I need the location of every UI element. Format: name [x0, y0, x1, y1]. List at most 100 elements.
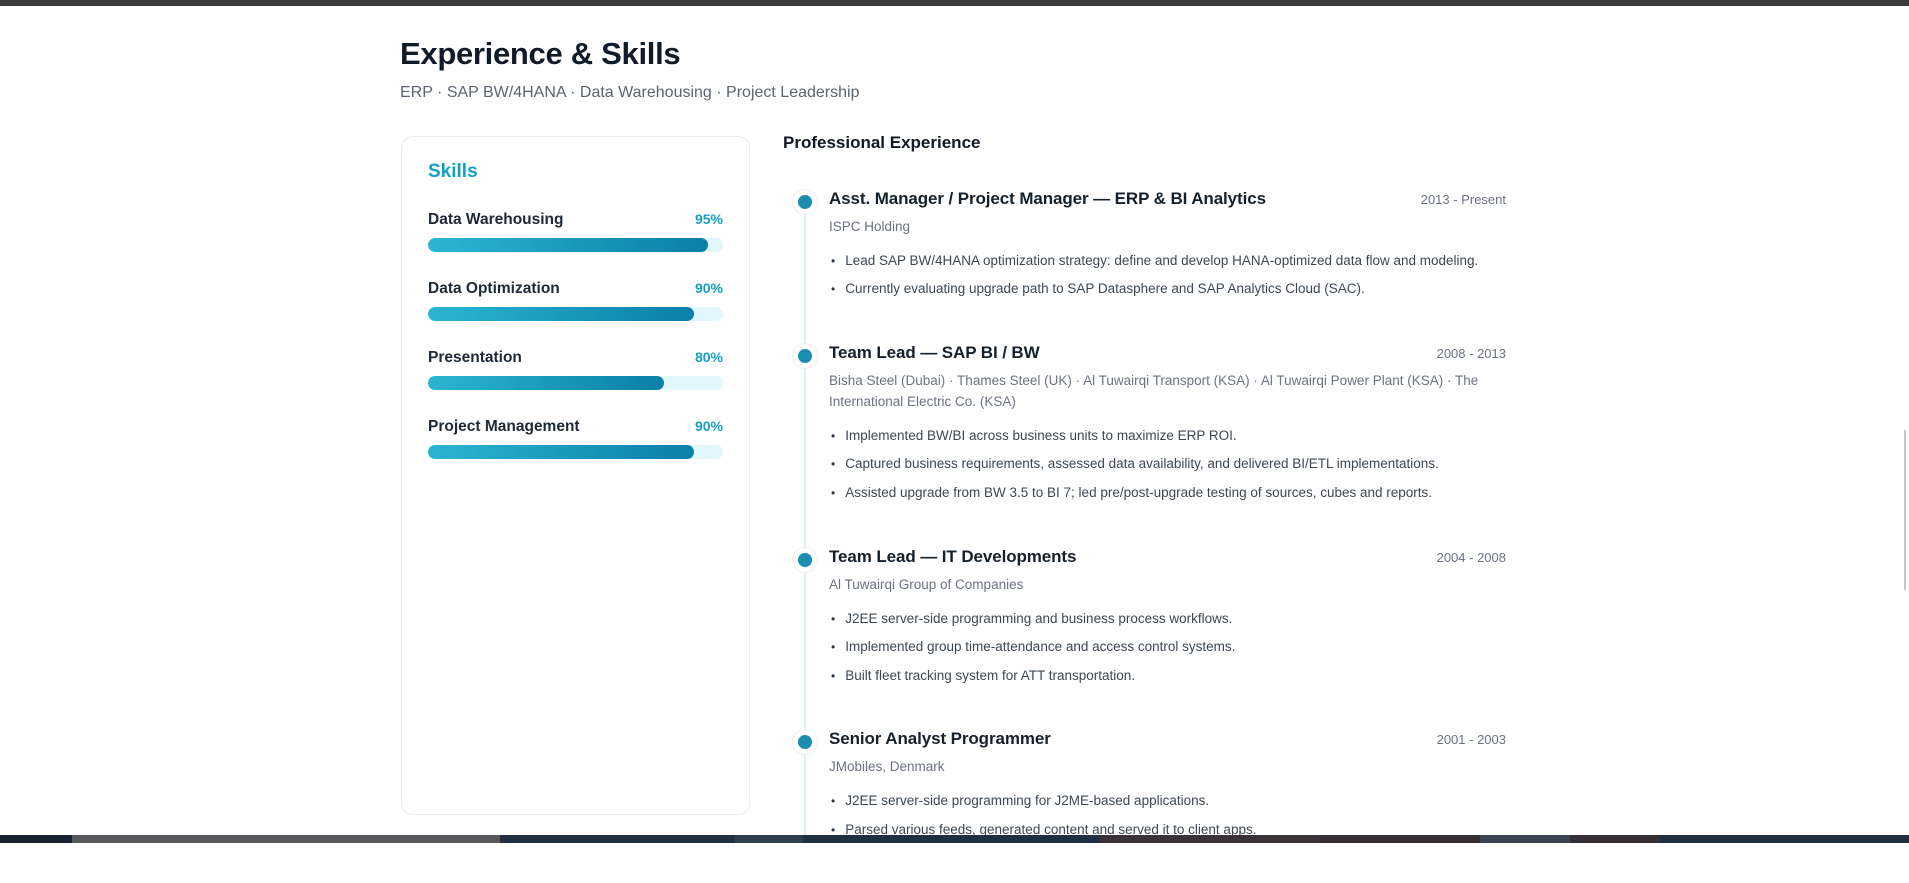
bullet-text: Implemented BW/BI across business units … [845, 428, 1236, 443]
skill-bar-fill [428, 445, 694, 459]
skill-label-row: Project Management 90% [428, 418, 723, 436]
skill-percent: 90% [695, 418, 723, 434]
taskbar-segment [0, 835, 72, 843]
taskbar-segment [735, 835, 803, 843]
timeline-dot-core [798, 349, 812, 363]
timeline-dot-icon [792, 189, 818, 215]
skill-percent: 80% [695, 349, 723, 365]
timeline-dot-core [798, 735, 812, 749]
entry-period: 2013 - Present [1421, 192, 1506, 207]
entry-company: ISPC Holding [829, 217, 1489, 238]
timeline-dot-icon [792, 547, 818, 573]
skill-bar-track [428, 376, 723, 390]
experience-bullet: • Assisted upgrade from BW 3.5 to BI 7; l… [829, 483, 1479, 503]
skills-card: Skills Data Warehousing 95% Data Optimiz… [401, 136, 750, 815]
window-top-edge [0, 0, 1909, 6]
bottom-taskbar [0, 835, 1909, 843]
skill-name: Data Warehousing [428, 211, 564, 229]
bullet-dot-icon: • [831, 486, 835, 500]
vertical-scrollbar-thumb[interactable] [1904, 430, 1906, 590]
skill-row: Presentation 80% [428, 349, 723, 390]
experience-bullet: • J2EE server-side programming and busine… [829, 609, 1479, 629]
skill-percent: 90% [695, 280, 723, 296]
timeline: Asst. Manager / Project Manager — ERP & … [783, 189, 1506, 839]
skill-bar-track [428, 238, 723, 252]
bullet-dot-icon: • [831, 669, 835, 683]
skill-label-row: Presentation 80% [428, 349, 723, 367]
timeline-dot-icon [792, 343, 818, 369]
experience-entry: Asst. Manager / Project Manager — ERP & … [783, 189, 1506, 299]
entry-title: Senior Analyst Programmer [829, 729, 1051, 749]
skill-bar-fill [428, 376, 664, 390]
bullet-text: Captured business requirements, assessed… [845, 456, 1439, 471]
skill-bar-track [428, 307, 723, 321]
skill-name: Presentation [428, 349, 522, 367]
experience-bullet: • Built fleet tracking system for ATT tra… [829, 666, 1479, 686]
bullet-dot-icon: • [831, 429, 835, 443]
experience-bullet: • Implemented BW/BI across business units… [829, 426, 1479, 446]
page-title: Experience & Skills [400, 36, 859, 72]
timeline-dot-icon [792, 729, 818, 755]
experience-bullet: • Captured business requirements, assesse… [829, 454, 1479, 474]
taskbar-segment [1100, 835, 1320, 843]
entry-header: Team Lead — SAP BI / BW 2008 - 2013 [829, 343, 1506, 363]
experience-bullet: • Lead SAP BW/4HANA optimization strategy… [829, 251, 1479, 271]
bullet-text: Assisted upgrade from BW 3.5 to BI 7; le… [845, 485, 1432, 500]
entry-bullets: • J2EE server-side programming for J2ME-b… [829, 791, 1506, 839]
entry-header: Asst. Manager / Project Manager — ERP & … [829, 189, 1506, 209]
page-header: Experience & Skills ERP · SAP BW/4HANA ·… [400, 36, 859, 102]
skill-row: Data Optimization 90% [428, 280, 723, 321]
timeline-dot-core [798, 553, 812, 567]
bullet-text: Currently evaluating upgrade path to SAP… [845, 281, 1365, 296]
experience-entry: Team Lead — SAP BI / BW 2008 - 2013 Bish… [783, 343, 1506, 503]
skill-row: Data Warehousing 95% [428, 211, 723, 252]
skills-heading: Skills [428, 161, 723, 183]
experience-bullet: • Currently evaluating upgrade path to SA… [829, 279, 1479, 299]
entry-company: Bisha Steel (Dubai) · Thames Steel (UK) … [829, 371, 1489, 413]
skill-row: Project Management 90% [428, 418, 723, 459]
horizontal-scrollbar-thumb[interactable] [72, 835, 500, 843]
experience-entry: Team Lead — IT Developments 2004 - 2008 … [783, 547, 1506, 686]
skill-percent: 95% [695, 211, 723, 227]
entry-company: JMobiles, Denmark [829, 757, 1489, 778]
bullet-dot-icon: • [831, 640, 835, 654]
page-subtitle: ERP · SAP BW/4HANA · Data Warehousing · … [400, 84, 859, 102]
entry-period: 2001 - 2003 [1437, 732, 1506, 747]
taskbar-segment [1480, 835, 1570, 843]
bullet-text: Lead SAP BW/4HANA optimization strategy:… [845, 253, 1478, 268]
entry-header: Team Lead — IT Developments 2004 - 2008 [829, 547, 1506, 567]
experience-section: Professional Experience Asst. Manager / … [783, 133, 1506, 883]
entry-period: 2004 - 2008 [1437, 550, 1506, 565]
skill-name: Project Management [428, 418, 580, 436]
experience-heading: Professional Experience [783, 133, 1506, 153]
skill-bar-fill [428, 238, 708, 252]
entry-period: 2008 - 2013 [1437, 346, 1506, 361]
skill-name: Data Optimization [428, 280, 560, 298]
timeline-dot-core [798, 195, 812, 209]
bullet-text: J2EE server-side programming for J2ME-ba… [845, 793, 1209, 808]
bullet-text: J2EE server-side programming and busines… [845, 611, 1232, 626]
entry-title: Team Lead — IT Developments [829, 547, 1076, 567]
entry-bullets: • Lead SAP BW/4HANA optimization strategy… [829, 251, 1506, 299]
bullet-dot-icon: • [831, 457, 835, 471]
bullet-dot-icon: • [831, 794, 835, 808]
skill-label-row: Data Warehousing 95% [428, 211, 723, 229]
entry-bullets: • Implemented BW/BI across business units… [829, 426, 1506, 503]
experience-bullet: • J2EE server-side programming for J2ME-b… [829, 791, 1479, 811]
skill-bar-track [428, 445, 723, 459]
skills-list: Data Warehousing 95% Data Optimization 9… [428, 211, 723, 459]
experience-bullet: • Implemented group time-attendance and a… [829, 637, 1479, 657]
entry-title: Asst. Manager / Project Manager — ERP & … [829, 189, 1266, 209]
bullet-text: Built fleet tracking system for ATT tran… [845, 668, 1135, 683]
entry-title: Team Lead — SAP BI / BW [829, 343, 1040, 363]
bullet-dot-icon: • [831, 254, 835, 268]
bullet-dot-icon: • [831, 612, 835, 626]
entry-bullets: • J2EE server-side programming and busine… [829, 609, 1506, 686]
entry-company: Al Tuwairqi Group of Companies [829, 575, 1489, 596]
bullet-text: Implemented group time-attendance and ac… [845, 639, 1235, 654]
skill-bar-fill [428, 307, 694, 321]
skill-label-row: Data Optimization 90% [428, 280, 723, 298]
bullet-dot-icon: • [831, 282, 835, 296]
entry-header: Senior Analyst Programmer 2001 - 2003 [829, 729, 1506, 749]
experience-entry: Senior Analyst Programmer 2001 - 2003 JM… [783, 729, 1506, 839]
